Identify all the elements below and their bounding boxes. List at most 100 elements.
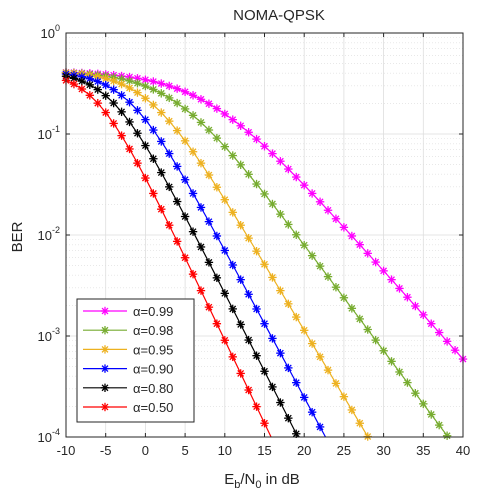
data-point [260, 189, 269, 199]
data-point [212, 319, 222, 328]
marker-stroke [197, 243, 205, 251]
legend-entry: α=0.80 [83, 381, 173, 396]
marker-stroke [101, 345, 109, 353]
data-point [228, 115, 237, 124]
series-080 [61, 72, 301, 438]
series-line [65, 73, 327, 438]
data-point [236, 221, 245, 230]
data-point [157, 89, 166, 98]
series-050 [61, 76, 272, 438]
data-point [260, 142, 269, 151]
data-point [141, 94, 150, 103]
data-point [252, 402, 261, 411]
data-point [220, 195, 229, 204]
data-point [77, 76, 87, 86]
x-tick-label: -5 [100, 443, 112, 458]
marker-stroke [245, 386, 253, 394]
marker-stroke [86, 81, 94, 89]
marker-stroke [419, 400, 427, 408]
data-point [244, 335, 253, 345]
marker-stroke [380, 267, 388, 275]
marker-stroke [269, 274, 276, 281]
marker-stroke [396, 284, 403, 292]
data-point [85, 74, 95, 83]
data-point [85, 91, 95, 100]
marker-stroke [165, 82, 173, 90]
marker-stroke [403, 293, 411, 301]
marker-stroke [165, 94, 173, 102]
data-point [268, 273, 277, 282]
marker-stroke [269, 334, 276, 342]
data-point [133, 129, 142, 138]
series-layer [61, 68, 468, 441]
marker-stroke [276, 349, 284, 357]
legend-entry: α=0.50 [83, 400, 173, 415]
data-point [109, 85, 118, 94]
marker-stroke [253, 135, 260, 143]
marker-stroke [300, 181, 308, 189]
marker-stroke [427, 320, 435, 328]
data-point [133, 88, 142, 97]
data-point [236, 121, 245, 130]
data-point [125, 76, 134, 86]
marker-stroke [141, 142, 149, 150]
data-point [101, 80, 110, 90]
data-point [141, 81, 150, 91]
marker-stroke [308, 408, 316, 416]
marker-stroke [253, 403, 260, 411]
data-point [419, 399, 428, 409]
y-tick-base: 10 [38, 127, 52, 142]
data-point [300, 240, 309, 250]
marker-stroke [126, 84, 133, 92]
marker-stroke [197, 95, 205, 103]
marker-stroke [356, 315, 364, 323]
marker-stroke [213, 183, 221, 191]
marker-stroke [229, 152, 237, 159]
data-point [133, 106, 142, 115]
data-point [371, 335, 380, 345]
y-tick-base: 10 [38, 329, 52, 344]
data-point [355, 419, 364, 428]
marker-stroke [308, 252, 316, 260]
marker-stroke [102, 81, 110, 89]
marker-stroke [284, 165, 292, 173]
x-tick-label: 0 [142, 443, 149, 458]
marker-stroke [118, 91, 126, 99]
data-point [180, 136, 190, 146]
marker-stroke [269, 383, 276, 391]
marker-stroke [316, 262, 324, 270]
marker-stroke [149, 101, 157, 109]
data-point [204, 170, 214, 180]
data-point [133, 79, 142, 88]
data-point [125, 117, 134, 127]
y-tick-exponent: 0 [55, 23, 60, 33]
legend-label: α=0.99 [133, 304, 173, 319]
marker-stroke [197, 118, 205, 126]
data-point [100, 383, 110, 392]
data-point [188, 91, 198, 100]
marker-stroke [284, 300, 292, 308]
marker-stroke [372, 258, 380, 266]
marker-stroke [78, 77, 86, 85]
data-point [204, 258, 214, 267]
marker-stroke [157, 109, 165, 116]
marker-stroke [332, 215, 340, 223]
data-point [165, 116, 174, 126]
marker-stroke [157, 138, 165, 145]
legend-value: =0.98 [141, 323, 174, 338]
data-point [157, 168, 166, 177]
marker-stroke [332, 283, 340, 291]
marker-stroke [261, 367, 268, 375]
marker-stroke [197, 159, 205, 167]
marker-stroke [165, 183, 173, 191]
data-point [260, 419, 269, 428]
x-tick-label: 35 [416, 443, 430, 458]
data-point [236, 320, 245, 329]
legend-value: =0.99 [141, 304, 174, 319]
y-tick-base: 10 [38, 228, 52, 243]
data-point [284, 299, 293, 309]
data-point [395, 367, 404, 377]
data-point [157, 204, 166, 214]
marker-stroke [126, 118, 133, 126]
data-point [260, 260, 269, 269]
